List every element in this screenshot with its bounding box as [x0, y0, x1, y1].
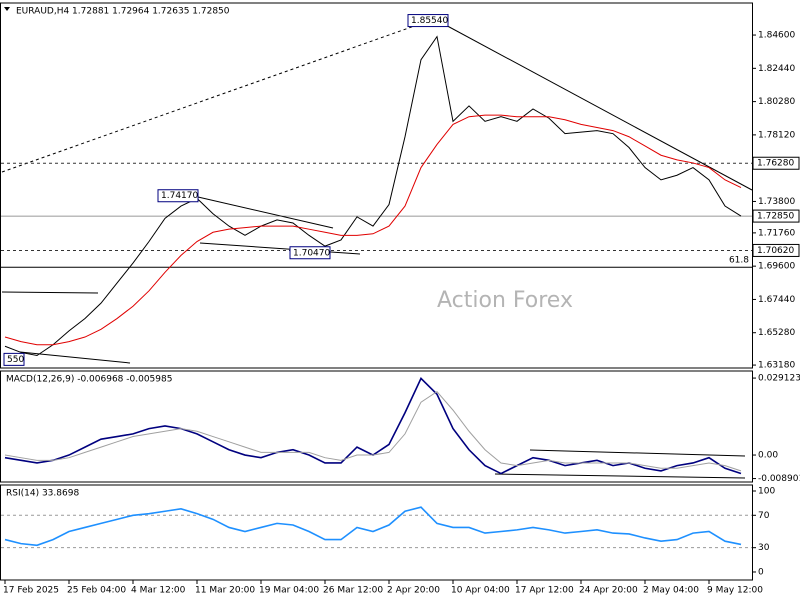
- x-tick-label: 11 Mar 20:00: [195, 586, 255, 596]
- annotation-label: 1.74170: [161, 191, 198, 201]
- annotation-box: [289, 246, 331, 260]
- x-tick-label: 26 Mar 12:00: [323, 586, 383, 596]
- series-line: [4, 390, 742, 472]
- level-box: [752, 156, 800, 170]
- y-tick-label: 100: [758, 486, 775, 496]
- panel-frame: [0, 2, 753, 369]
- trend-line: [439, 21, 753, 191]
- x-tick-label: 17 Feb 2025: [3, 586, 59, 596]
- y-tick-label: -0.008901: [758, 474, 800, 484]
- y-tick-label: 1.78120: [758, 130, 795, 140]
- fib-label: 61.8: [729, 256, 749, 266]
- watermark: Action Forex: [437, 288, 573, 313]
- annotation-box: [3, 352, 25, 366]
- level-box: [752, 209, 800, 223]
- x-tick-label: 19 Mar 04:00: [259, 586, 319, 596]
- x-tick-label: 17 Apr 12:00: [515, 586, 574, 596]
- panel-title: EURAUD,H4 1.72881 1.72964 1.72635 1.7285…: [16, 7, 230, 17]
- y-tick-label: 30: [758, 543, 770, 553]
- series-line: [4, 35, 742, 357]
- y-tick-label: 1.82440: [758, 64, 795, 74]
- series-line: [4, 506, 742, 547]
- annotation-label: 550: [7, 355, 24, 365]
- x-tick-label: 2 May 04:00: [643, 586, 699, 596]
- y-tick-label: 1.67440: [758, 295, 795, 305]
- panel-title: RSI(14) 33.8698: [6, 489, 79, 499]
- y-tick-label: 0.00: [758, 451, 778, 461]
- annotation-label: 1.70470: [293, 248, 330, 258]
- x-tick-label: 2 Apr 20:00: [387, 586, 440, 596]
- x-tick-label: 10 Apr 04:00: [451, 586, 510, 596]
- panel-title: MACD(12,26,9) -0.006968 -0.005985: [6, 375, 172, 385]
- trend-line: [197, 196, 334, 229]
- trend-line: [199, 242, 361, 255]
- level-label: 1.70620: [757, 246, 794, 256]
- x-tick-label: 24 Apr 20:00: [579, 586, 638, 596]
- trend-line: [529, 449, 746, 457]
- y-tick-label: 1.73800: [758, 197, 795, 207]
- x-tick-label: 4 Mar 12:00: [131, 586, 186, 596]
- y-tick-label: 1.80280: [758, 97, 795, 107]
- level-label: 1.76280: [757, 159, 794, 169]
- trend-line: [19, 351, 131, 364]
- panel-frame: [0, 484, 753, 581]
- level-box: [752, 243, 800, 257]
- y-tick-label: 0: [758, 567, 764, 577]
- dropdown-icon: [4, 7, 10, 11]
- annotation-label: 1.85540: [411, 16, 448, 26]
- panel-frame: [0, 370, 753, 483]
- y-tick-label: 1.84600: [758, 31, 795, 41]
- x-tick-label: 25 Feb 04:00: [67, 586, 126, 596]
- y-tick-label: 70: [758, 511, 770, 521]
- x-tick-label: 9 May 12:00: [707, 586, 763, 596]
- y-tick-label: 1.71760: [758, 228, 795, 238]
- y-tick-label: 1.65280: [758, 328, 795, 338]
- y-tick-label: 1.63180: [758, 361, 795, 371]
- annotation-box: [407, 14, 449, 28]
- trend-line: [1, 291, 99, 294]
- trend-line: [1, 23, 421, 173]
- trend-line: [494, 473, 746, 479]
- y-tick-label: 1.69600: [758, 262, 795, 272]
- series-line: [4, 114, 742, 346]
- annotation-box: [157, 189, 199, 203]
- y-tick-label: 0.029123: [758, 374, 800, 384]
- level-label: 1.72850: [757, 212, 794, 222]
